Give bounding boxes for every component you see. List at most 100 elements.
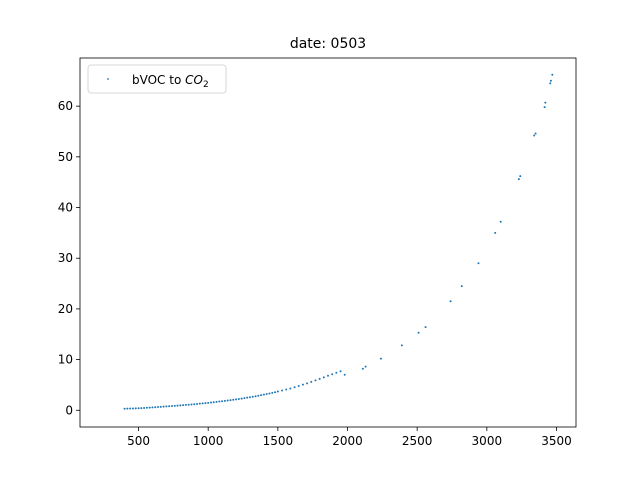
data-point bbox=[549, 79, 552, 82]
data-point bbox=[544, 101, 547, 104]
data-point bbox=[209, 401, 212, 404]
data-point bbox=[182, 404, 185, 407]
data-point bbox=[159, 405, 162, 408]
x-tick-label: 1500 bbox=[263, 434, 294, 448]
y-tick-label: 10 bbox=[58, 353, 73, 367]
data-point bbox=[494, 231, 497, 234]
legend-label: bVOC to CO2 bbox=[132, 73, 209, 90]
data-point bbox=[229, 399, 232, 402]
data-point bbox=[417, 331, 420, 334]
data-point bbox=[310, 380, 313, 383]
data-point bbox=[276, 390, 279, 393]
data-point bbox=[201, 402, 204, 405]
data-point bbox=[126, 407, 129, 410]
legend-label-subscript: 2 bbox=[203, 80, 209, 90]
data-point bbox=[254, 395, 257, 398]
data-point bbox=[449, 300, 452, 303]
data-point bbox=[151, 406, 154, 409]
data-point bbox=[460, 285, 463, 288]
y-tick-label: 50 bbox=[58, 150, 73, 164]
data-point bbox=[123, 407, 126, 410]
data-point bbox=[339, 370, 342, 373]
data-point bbox=[173, 404, 176, 407]
data-point bbox=[549, 82, 552, 85]
data-point bbox=[232, 398, 235, 401]
data-point bbox=[134, 407, 137, 410]
data-point bbox=[246, 396, 249, 399]
data-point bbox=[361, 367, 364, 370]
data-point bbox=[223, 399, 226, 402]
data-point bbox=[533, 134, 536, 137]
data-point bbox=[517, 178, 520, 181]
data-point bbox=[424, 326, 427, 329]
x-axis-ticks: 500 1000 1500 2000 2500 3000 3500 bbox=[127, 427, 572, 448]
data-point bbox=[297, 384, 300, 387]
data-point bbox=[248, 396, 251, 399]
data-points bbox=[123, 73, 554, 410]
data-point bbox=[235, 398, 238, 401]
y-axis-ticks: 0 10 20 30 40 50 60 bbox=[58, 99, 80, 417]
data-point bbox=[364, 365, 367, 368]
data-point bbox=[131, 407, 134, 410]
data-point bbox=[379, 357, 382, 360]
data-point bbox=[143, 406, 146, 409]
data-point bbox=[215, 400, 218, 403]
x-tick-label: 2500 bbox=[402, 434, 433, 448]
data-point bbox=[165, 405, 168, 408]
data-point bbox=[400, 344, 403, 347]
y-tick-label: 40 bbox=[58, 201, 73, 215]
data-point bbox=[129, 407, 132, 410]
legend-marker bbox=[107, 78, 109, 80]
data-point bbox=[268, 392, 271, 395]
data-point bbox=[274, 391, 277, 394]
legend: bVOC to CO2 bbox=[87, 64, 227, 94]
data-point bbox=[226, 399, 229, 402]
x-tick-label: 1000 bbox=[193, 434, 224, 448]
legend-label-prefix: bVOC to bbox=[132, 73, 185, 87]
data-point bbox=[293, 386, 296, 389]
x-tick-label: 3500 bbox=[541, 434, 572, 448]
data-point bbox=[212, 401, 215, 404]
y-tick-label: 30 bbox=[58, 251, 73, 265]
data-point bbox=[534, 132, 537, 135]
x-tick-label: 3000 bbox=[472, 434, 503, 448]
x-tick-label: 2000 bbox=[332, 434, 363, 448]
legend-box bbox=[87, 64, 227, 94]
data-point bbox=[187, 403, 190, 406]
data-point bbox=[265, 393, 268, 396]
data-point bbox=[168, 405, 171, 408]
data-point bbox=[243, 397, 246, 400]
data-point bbox=[237, 397, 240, 400]
data-point bbox=[318, 377, 321, 380]
legend-label-main: CO bbox=[185, 73, 203, 87]
data-point bbox=[204, 402, 207, 405]
data-point bbox=[331, 373, 334, 376]
y-tick-label: 20 bbox=[58, 302, 73, 316]
data-point bbox=[221, 400, 224, 403]
data-point bbox=[262, 393, 265, 396]
data-point bbox=[184, 403, 187, 406]
data-point bbox=[162, 405, 165, 408]
data-point bbox=[148, 406, 151, 409]
data-point bbox=[157, 406, 160, 409]
chart-title: date: 0503 bbox=[290, 36, 366, 52]
data-point bbox=[257, 394, 260, 397]
data-point bbox=[289, 387, 292, 390]
data-point bbox=[207, 401, 210, 404]
data-point bbox=[343, 373, 346, 376]
data-point bbox=[251, 395, 254, 398]
data-point bbox=[281, 389, 284, 392]
y-tick-label: 0 bbox=[65, 403, 73, 417]
data-point bbox=[499, 220, 502, 223]
data-point bbox=[190, 403, 193, 406]
data-point bbox=[260, 394, 263, 397]
data-point bbox=[154, 406, 157, 409]
data-point bbox=[477, 262, 480, 265]
data-point bbox=[137, 407, 140, 410]
data-point bbox=[551, 73, 554, 76]
data-point bbox=[240, 397, 243, 400]
data-point bbox=[218, 400, 221, 403]
data-point bbox=[196, 402, 199, 405]
y-tick-label: 60 bbox=[58, 99, 73, 113]
